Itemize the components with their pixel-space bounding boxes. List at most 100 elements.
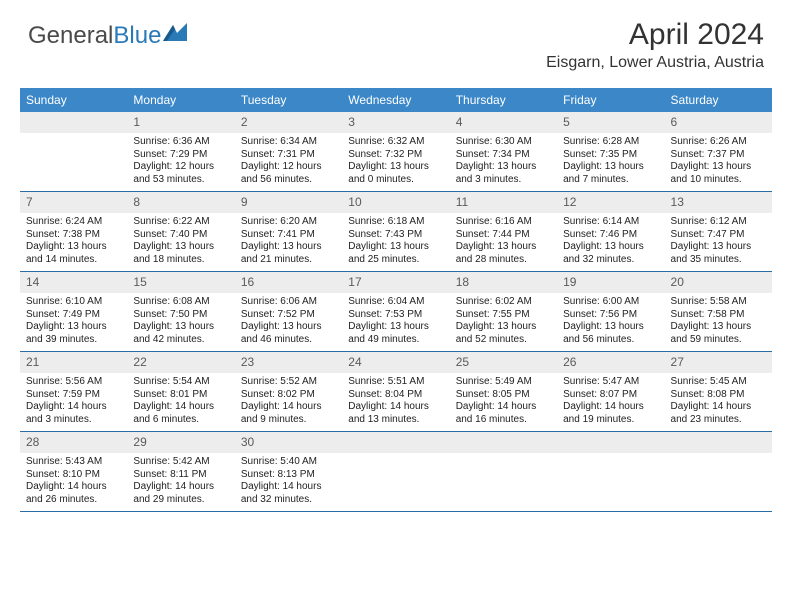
day-sunrise: Sunrise: 5:52 AM [241,376,336,389]
day-sunrise: Sunrise: 6:02 AM [456,296,551,309]
day-sunset: Sunset: 7:32 PM [348,149,443,162]
day-cell: 7Sunrise: 6:24 AMSunset: 7:38 PMDaylight… [20,192,127,271]
day-cell: 15Sunrise: 6:08 AMSunset: 7:50 PMDayligh… [127,272,234,351]
day-sunset: Sunset: 8:05 PM [456,389,551,402]
week-row: 1Sunrise: 6:36 AMSunset: 7:29 PMDaylight… [20,112,772,192]
day-number: 30 [235,432,342,453]
day-daylight2: and 18 minutes. [133,254,228,267]
day-number [557,432,664,453]
day-cell: 26Sunrise: 5:47 AMSunset: 8:07 PMDayligh… [557,352,664,431]
day-daylight2: and 32 minutes. [241,494,336,507]
day-sunrise: Sunrise: 5:49 AM [456,376,551,389]
day-daylight2: and 29 minutes. [133,494,228,507]
day-daylight1: Daylight: 14 hours [671,401,766,414]
day-daylight2: and 21 minutes. [241,254,336,267]
day-cell: 24Sunrise: 5:51 AMSunset: 8:04 PMDayligh… [342,352,449,431]
day-details: Sunrise: 6:02 AMSunset: 7:55 PMDaylight:… [450,293,557,351]
day-cell: 25Sunrise: 5:49 AMSunset: 8:05 PMDayligh… [450,352,557,431]
day-sunrise: Sunrise: 5:54 AM [133,376,228,389]
day-cell: 3Sunrise: 6:32 AMSunset: 7:32 PMDaylight… [342,112,449,191]
day-daylight2: and 59 minutes. [671,334,766,347]
day-sunrise: Sunrise: 5:58 AM [671,296,766,309]
day-cell: 9Sunrise: 6:20 AMSunset: 7:41 PMDaylight… [235,192,342,271]
dow-thursday: Thursday [450,88,557,112]
day-cell: 4Sunrise: 6:30 AMSunset: 7:34 PMDaylight… [450,112,557,191]
day-details: Sunrise: 6:12 AMSunset: 7:47 PMDaylight:… [665,213,772,271]
day-details: Sunrise: 5:54 AMSunset: 8:01 PMDaylight:… [127,373,234,431]
day-number: 22 [127,352,234,373]
day-number: 3 [342,112,449,133]
day-number: 23 [235,352,342,373]
month-title: April 2024 [546,18,764,52]
day-daylight1: Daylight: 13 hours [348,321,443,334]
day-daylight1: Daylight: 12 hours [241,161,336,174]
day-sunrise: Sunrise: 6:34 AM [241,136,336,149]
logo-mark-icon [163,23,187,41]
day-daylight2: and 56 minutes. [241,174,336,187]
day-cell: 22Sunrise: 5:54 AMSunset: 8:01 PMDayligh… [127,352,234,431]
day-number [665,432,772,453]
day-sunset: Sunset: 7:52 PM [241,309,336,322]
day-details: Sunrise: 6:24 AMSunset: 7:38 PMDaylight:… [20,213,127,271]
day-details: Sunrise: 6:20 AMSunset: 7:41 PMDaylight:… [235,213,342,271]
day-cell: 16Sunrise: 6:06 AMSunset: 7:52 PMDayligh… [235,272,342,351]
day-details: Sunrise: 6:30 AMSunset: 7:34 PMDaylight:… [450,133,557,191]
day-cell [342,432,449,511]
day-sunrise: Sunrise: 6:16 AM [456,216,551,229]
day-number: 8 [127,192,234,213]
day-number: 10 [342,192,449,213]
day-daylight1: Daylight: 14 hours [348,401,443,414]
day-sunrise: Sunrise: 6:32 AM [348,136,443,149]
day-sunset: Sunset: 8:04 PM [348,389,443,402]
day-sunrise: Sunrise: 5:45 AM [671,376,766,389]
day-details: Sunrise: 6:04 AMSunset: 7:53 PMDaylight:… [342,293,449,351]
day-sunrise: Sunrise: 6:26 AM [671,136,766,149]
dow-monday: Monday [127,88,234,112]
day-details: Sunrise: 6:14 AMSunset: 7:46 PMDaylight:… [557,213,664,271]
day-sunrise: Sunrise: 6:14 AM [563,216,658,229]
day-details: Sunrise: 5:56 AMSunset: 7:59 PMDaylight:… [20,373,127,431]
day-daylight2: and 3 minutes. [26,414,121,427]
day-sunrise: Sunrise: 6:06 AM [241,296,336,309]
day-sunrise: Sunrise: 5:56 AM [26,376,121,389]
day-number: 16 [235,272,342,293]
day-sunrise: Sunrise: 6:20 AM [241,216,336,229]
day-daylight1: Daylight: 13 hours [671,321,766,334]
dow-saturday: Saturday [665,88,772,112]
day-daylight1: Daylight: 14 hours [133,401,228,414]
day-sunrise: Sunrise: 6:00 AM [563,296,658,309]
day-sunrise: Sunrise: 5:42 AM [133,456,228,469]
day-sunset: Sunset: 7:46 PM [563,229,658,242]
day-sunset: Sunset: 7:41 PM [241,229,336,242]
day-number: 21 [20,352,127,373]
day-cell: 23Sunrise: 5:52 AMSunset: 8:02 PMDayligh… [235,352,342,431]
logo-text-blue: Blue [113,22,161,49]
day-daylight1: Daylight: 14 hours [26,481,121,494]
day-cell: 1Sunrise: 6:36 AMSunset: 7:29 PMDaylight… [127,112,234,191]
day-daylight1: Daylight: 14 hours [563,401,658,414]
day-details: Sunrise: 5:51 AMSunset: 8:04 PMDaylight:… [342,373,449,431]
day-daylight2: and 35 minutes. [671,254,766,267]
day-number: 25 [450,352,557,373]
day-cell: 30Sunrise: 5:40 AMSunset: 8:13 PMDayligh… [235,432,342,511]
day-cell: 28Sunrise: 5:43 AMSunset: 8:10 PMDayligh… [20,432,127,511]
day-daylight1: Daylight: 13 hours [26,241,121,254]
day-sunset: Sunset: 7:43 PM [348,229,443,242]
logo-text-gray: General [28,22,113,49]
day-daylight2: and 13 minutes. [348,414,443,427]
day-cell: 19Sunrise: 6:00 AMSunset: 7:56 PMDayligh… [557,272,664,351]
day-details: Sunrise: 6:28 AMSunset: 7:35 PMDaylight:… [557,133,664,191]
dow-friday: Friday [557,88,664,112]
day-sunset: Sunset: 7:44 PM [456,229,551,242]
day-details: Sunrise: 6:32 AMSunset: 7:32 PMDaylight:… [342,133,449,191]
day-daylight2: and 6 minutes. [133,414,228,427]
day-sunset: Sunset: 8:10 PM [26,469,121,482]
day-daylight2: and 56 minutes. [563,334,658,347]
day-details: Sunrise: 5:52 AMSunset: 8:02 PMDaylight:… [235,373,342,431]
day-daylight1: Daylight: 13 hours [348,161,443,174]
day-daylight2: and 3 minutes. [456,174,551,187]
day-cell: 13Sunrise: 6:12 AMSunset: 7:47 PMDayligh… [665,192,772,271]
day-daylight1: Daylight: 13 hours [671,241,766,254]
day-number [342,432,449,453]
day-daylight1: Daylight: 14 hours [241,481,336,494]
